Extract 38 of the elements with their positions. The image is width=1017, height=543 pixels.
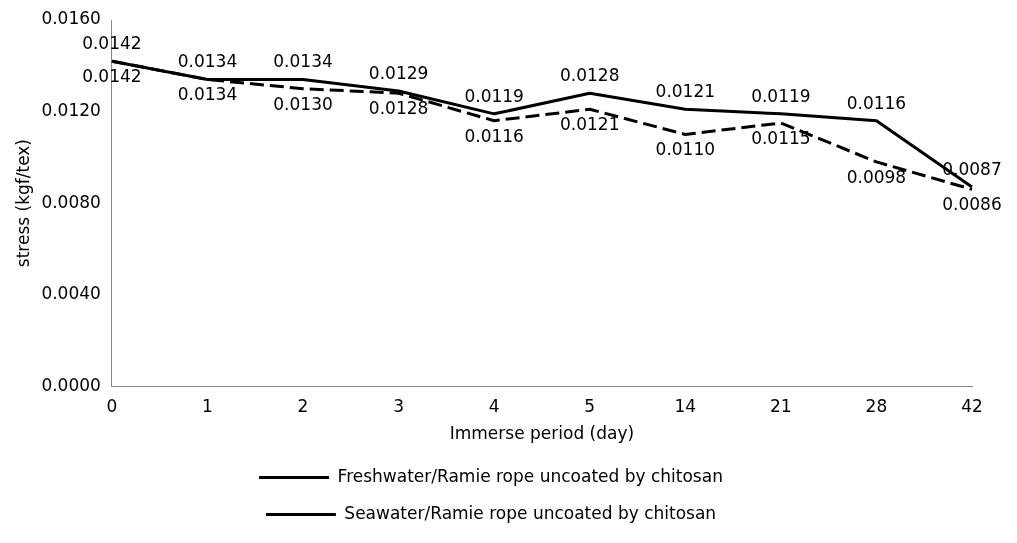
data-label: 0.0110 bbox=[655, 139, 716, 160]
legend-label: Freshwater/Ramie rope uncoated by chitosan bbox=[337, 465, 723, 486]
data-label: 0.0134 bbox=[273, 51, 333, 72]
x-tick-label: 3 bbox=[393, 395, 404, 416]
x-tick-label: 1 bbox=[202, 395, 213, 416]
y-axis-title: stress (kgf/tex) bbox=[12, 138, 33, 268]
x-axis-title: Immerse period (day) bbox=[449, 423, 635, 444]
data-label: 0.0116 bbox=[464, 125, 524, 146]
y-tick-label: 0.0080 bbox=[41, 191, 101, 212]
data-label: 0.0142 bbox=[82, 66, 142, 87]
data-label: 0.0121 bbox=[559, 114, 620, 135]
data-label: 0.0128 bbox=[559, 65, 620, 86]
x-tick-label: 0 bbox=[106, 395, 118, 416]
data-label: 0.0128 bbox=[368, 98, 429, 119]
data-label: 0.0129 bbox=[368, 62, 429, 83]
x-tick-label: 42 bbox=[961, 395, 983, 416]
data-label: 0.0115 bbox=[751, 127, 811, 148]
data-label: 0.0134 bbox=[177, 51, 238, 72]
x-tick-label: 4 bbox=[488, 395, 500, 416]
y-tick-label: 0.0120 bbox=[41, 99, 101, 120]
y-tick-label: 0.0040 bbox=[41, 283, 101, 304]
data-label: 0.0142 bbox=[82, 33, 142, 54]
legend-label: Seawater/Ramie rope uncoated by chitosan bbox=[344, 502, 717, 523]
x-tick-label: 21 bbox=[770, 395, 792, 416]
y-tick-label: 0.0160 bbox=[41, 8, 101, 29]
x-tick-label: 14 bbox=[674, 395, 697, 416]
x-tick-label: 5 bbox=[584, 395, 596, 416]
x-tick-label: 28 bbox=[865, 395, 888, 416]
data-label: 0.0119 bbox=[751, 85, 811, 106]
y-tick-label: 0.0000 bbox=[41, 374, 101, 395]
data-label: 0.0121 bbox=[655, 81, 716, 102]
data-label: 0.0134 bbox=[177, 84, 238, 105]
data-label: 0.0119 bbox=[464, 85, 524, 106]
data-label: 0.0116 bbox=[846, 92, 907, 113]
data-label: 0.0130 bbox=[273, 93, 333, 114]
data-label: 0.0086 bbox=[942, 194, 1002, 215]
x-tick-label: 2 bbox=[297, 395, 309, 416]
data-label: 0.0098 bbox=[846, 166, 907, 187]
